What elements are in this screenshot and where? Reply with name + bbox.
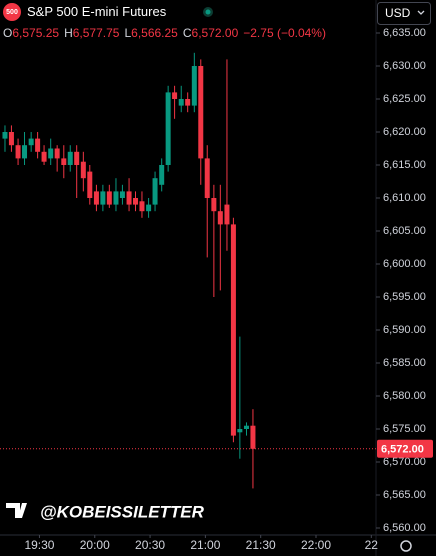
candle-body <box>172 92 178 99</box>
candle-body <box>230 224 236 436</box>
y-tick-label: 6,605.00 <box>383 225 426 237</box>
y-tick-label: 6,625.00 <box>383 93 426 105</box>
candle-body <box>224 204 230 225</box>
y-tick-label: 6,620.00 <box>383 126 426 138</box>
candle-body <box>204 158 210 198</box>
y-tick-label: 6,635.00 <box>383 27 426 39</box>
settings-icon[interactable] <box>400 540 412 552</box>
candle-body <box>146 204 152 212</box>
dropdown-arrow <box>417 10 425 15</box>
y-tick-label: 6,570.00 <box>383 456 426 468</box>
candle-body <box>48 148 54 159</box>
candle-body <box>217 211 223 225</box>
ohlc-value: 6,575.25 <box>12 26 60 40</box>
candle-body <box>165 92 171 165</box>
x-tick-label: 20:30 <box>135 538 165 552</box>
candle-body <box>22 145 28 159</box>
y-tick-label: 6,590.00 <box>383 324 426 336</box>
candle-body <box>93 191 99 205</box>
y-tick-label: 6,595.00 <box>383 291 426 303</box>
badge-text: 500 <box>6 9 18 16</box>
ohlc-value: 6,566.25 <box>131 26 178 40</box>
ohlc-value: 6,572.00 <box>191 26 239 40</box>
y-tick-label: 6,585.00 <box>383 357 426 369</box>
candle-body <box>41 151 47 162</box>
x-tick-label: 20:00 <box>80 538 110 552</box>
currency-label[interactable]: USD <box>385 6 411 20</box>
x-tick-label: 19:30 <box>24 538 54 552</box>
y-tick-label: 6,560.00 <box>383 522 426 534</box>
plot <box>2 52 256 489</box>
tv-logo <box>6 503 27 518</box>
last-price-box <box>377 439 433 458</box>
symbol-title: S&P 500 E-mini Futures <box>27 4 167 19</box>
x-tick-label: 22 <box>365 538 379 552</box>
candle-body <box>211 198 217 212</box>
candle-body <box>100 191 106 205</box>
candle-body <box>152 178 158 205</box>
candle-body <box>191 66 197 106</box>
candle-body <box>159 165 165 185</box>
x-tick-label: 21:30 <box>246 538 276 552</box>
ohlc-change: −2.75 (−0.04%) <box>243 26 326 40</box>
candle-body <box>113 191 119 205</box>
candle-body <box>67 151 73 165</box>
candle-body <box>74 151 80 165</box>
currency-button[interactable] <box>377 2 431 25</box>
watermark: @KOBEISSILETTER <box>40 502 205 521</box>
candle-body <box>139 201 145 212</box>
candle-body <box>185 99 191 106</box>
candle-body <box>126 191 132 205</box>
candle-body <box>106 191 112 205</box>
ohlc-key: C <box>182 26 192 40</box>
ohlc-key: L <box>124 26 132 40</box>
ohlc-key: O <box>3 26 13 40</box>
ohlc-key: H <box>64 26 73 40</box>
ohlc-legend: O6,575.25 H6,577.75 L6,566.25 C6,572.00 −2.7… <box>3 26 326 40</box>
x-tick-label: 22:00 <box>301 538 331 552</box>
candle-body <box>8 132 14 146</box>
y-tick-label: 6,610.00 <box>383 192 426 204</box>
y-tick-label: 6,580.00 <box>383 390 426 402</box>
candle-body <box>80 161 86 179</box>
symbol-badge <box>3 3 21 21</box>
candle-body <box>54 148 60 159</box>
status-dot <box>205 9 211 15</box>
candle-body <box>28 138 34 146</box>
candle-body <box>15 145 21 159</box>
candle-body <box>243 425 249 429</box>
y-tick-label: 6,630.00 <box>383 60 426 72</box>
candle-body <box>61 158 67 165</box>
ohlc-value: 6,577.75 <box>72 26 120 40</box>
candle-body <box>198 66 204 159</box>
y-tick-label: 6,615.00 <box>383 159 426 171</box>
candle-body <box>87 171 93 198</box>
candle-body <box>119 191 125 198</box>
x-tick-label: 21:00 <box>190 538 220 552</box>
y-tick-label: 6,565.00 <box>383 489 426 501</box>
candle-body <box>250 425 256 449</box>
last-price-label: 6,572.00 <box>381 444 424 456</box>
candle-body <box>178 99 184 106</box>
candle-body <box>35 138 41 152</box>
y-tick-label: 6,575.00 <box>383 423 426 435</box>
y-tick-label: 6,600.00 <box>383 258 426 270</box>
candle-body <box>133 198 139 205</box>
candle-body <box>2 132 8 139</box>
candle-body <box>237 429 243 433</box>
